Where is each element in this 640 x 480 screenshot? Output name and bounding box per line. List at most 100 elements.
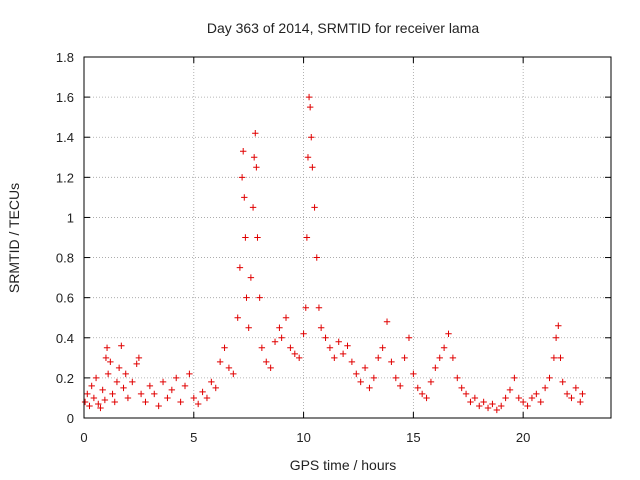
- data-point: [250, 154, 258, 161]
- grid-lines: [84, 57, 611, 418]
- data-point: [295, 354, 303, 362]
- y-tick-label: 0: [67, 411, 74, 426]
- y-tick-label: 1.2: [56, 170, 74, 185]
- data-point: [135, 354, 143, 362]
- data-point: [476, 402, 483, 410]
- data-point: [405, 334, 413, 341]
- data-point: [353, 370, 360, 378]
- data-point: [221, 344, 228, 352]
- data-point: [440, 344, 448, 352]
- data-point: [109, 390, 116, 398]
- y-tick-label: 0.8: [56, 251, 74, 266]
- data-point: [252, 130, 259, 137]
- data-point: [322, 334, 329, 341]
- data-point: [208, 378, 215, 386]
- data-point: [423, 394, 430, 402]
- data-point: [245, 324, 252, 331]
- data-point: [317, 324, 325, 331]
- data-point: [104, 370, 112, 378]
- data-point: [304, 154, 312, 161]
- data-point: [546, 374, 553, 382]
- data-point: [313, 254, 320, 261]
- data-point: [151, 390, 158, 398]
- data-point: [331, 354, 338, 362]
- data-point: [311, 204, 318, 211]
- data-point: [300, 330, 307, 337]
- data-point: [537, 398, 544, 406]
- data-point: [528, 394, 536, 402]
- data-point: [276, 324, 283, 331]
- x-tick-label: 0: [80, 430, 87, 445]
- data-point: [467, 398, 474, 406]
- data-point: [225, 364, 233, 372]
- chart-title: Day 363 of 2014, SRMTID for receiver lam…: [207, 20, 480, 36]
- data-point: [113, 378, 121, 386]
- data-point: [427, 378, 435, 386]
- x-tick-label: 10: [296, 430, 310, 445]
- data-point: [234, 314, 241, 321]
- data-point: [186, 370, 193, 378]
- data-point: [86, 402, 93, 410]
- data-point: [287, 344, 294, 352]
- data-point: [383, 318, 391, 325]
- data-point: [315, 304, 323, 311]
- data-point: [498, 402, 505, 410]
- data-point: [216, 358, 224, 366]
- data-point: [335, 338, 342, 345]
- data-point: [278, 334, 285, 341]
- data-point: [519, 398, 527, 406]
- data-point: [97, 404, 104, 412]
- data-point: [142, 398, 149, 406]
- data-point: [137, 390, 145, 398]
- data-point: [253, 164, 260, 171]
- data-point: [177, 398, 184, 406]
- data-point: [263, 358, 270, 366]
- x-tick-label: 5: [190, 430, 197, 445]
- plot-frame: [83, 56, 612, 419]
- data-point: [168, 386, 176, 394]
- data-point: [212, 384, 219, 392]
- y-axis-label: SRMTID / TECUs: [6, 183, 22, 293]
- y-tick-label: 1.8: [56, 50, 74, 65]
- data-point: [533, 390, 540, 398]
- data-point: [81, 398, 89, 406]
- y-tick-labels: 0 0.2 0.4 0.6 0.8 1 1.2 1.4 1.6 1.8: [56, 50, 74, 426]
- data-point: [361, 364, 369, 372]
- data-point: [579, 390, 586, 398]
- data-point: [568, 394, 575, 402]
- data-point: [173, 374, 180, 382]
- x-axis-label: GPS time / hours: [290, 457, 397, 473]
- data-point: [103, 344, 111, 352]
- data-point: [305, 93, 313, 101]
- data-point: [572, 384, 580, 392]
- data-point: [242, 234, 249, 241]
- data-point: [164, 394, 171, 402]
- data-point: [120, 384, 127, 392]
- data-point: [436, 354, 443, 362]
- data-point: [203, 394, 211, 402]
- data-point: [84, 390, 91, 398]
- y-tick-label: 1: [67, 210, 74, 225]
- data-point: [129, 378, 136, 386]
- data-point: [309, 164, 316, 171]
- data-points: [81, 93, 586, 414]
- axis-ticks: [83, 56, 611, 419]
- data-point: [159, 378, 167, 386]
- data-point: [303, 234, 311, 241]
- data-point: [308, 134, 315, 141]
- data-point: [243, 294, 250, 301]
- data-point: [101, 396, 109, 404]
- data-point: [282, 314, 290, 321]
- data-point: [95, 400, 102, 408]
- y-tick-label: 0.4: [56, 331, 74, 346]
- y-tick-label: 1.4: [56, 130, 74, 145]
- data-point: [348, 358, 356, 366]
- data-point: [502, 394, 509, 402]
- data-point: [118, 342, 125, 349]
- data-point: [489, 400, 496, 408]
- data-point: [388, 358, 395, 366]
- data-point: [577, 398, 584, 406]
- data-point: [230, 370, 237, 378]
- data-point: [557, 354, 564, 362]
- data-point: [249, 204, 257, 211]
